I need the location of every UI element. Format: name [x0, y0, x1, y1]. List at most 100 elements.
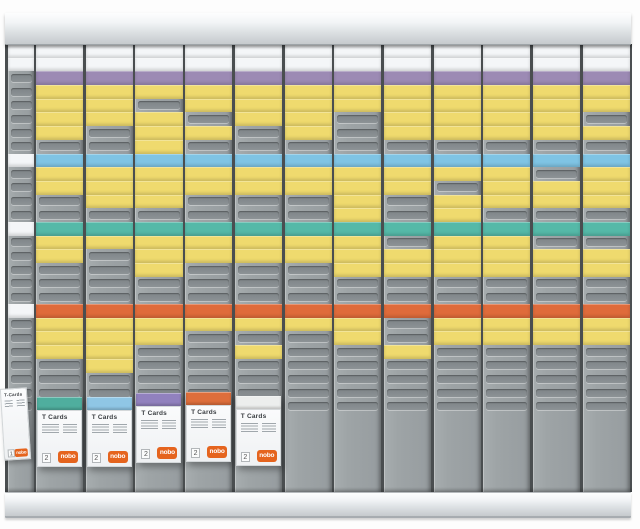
yellow-t-card[interactable]: [334, 249, 382, 263]
orange-t-card[interactable]: [135, 304, 183, 318]
yellow-t-card[interactable]: [85, 194, 133, 209]
orange-t-card[interactable]: [483, 304, 531, 318]
white-card[interactable]: [533, 57, 581, 72]
yellow-t-card[interactable]: [135, 235, 183, 250]
yellow-t-card[interactable]: [334, 331, 382, 346]
yellow-t-card[interactable]: [135, 249, 183, 263]
yellow-t-card[interactable]: [483, 263, 531, 277]
yellow-t-card[interactable]: [433, 331, 481, 346]
teal-t-card[interactable]: [433, 221, 481, 236]
yellow-t-card[interactable]: [582, 249, 630, 263]
yellow-t-card[interactable]: [483, 235, 531, 250]
yellow-t-card[interactable]: [36, 317, 84, 332]
t-card-pack-4[interactable]: T Cards 2 nobo: [186, 392, 232, 462]
white-card[interactable]: [8, 57, 34, 72]
orange-t-card[interactable]: [533, 304, 581, 318]
purple-t-card[interactable]: [185, 71, 233, 86]
yellow-t-card[interactable]: [85, 331, 133, 346]
white-card[interactable]: [36, 44, 84, 58]
white-card[interactable]: [334, 57, 382, 72]
yellow-t-card[interactable]: [234, 112, 282, 127]
yellow-t-card[interactable]: [36, 112, 84, 127]
white-card[interactable]: [483, 44, 531, 58]
yellow-t-card[interactable]: [383, 126, 432, 140]
yellow-t-card[interactable]: [284, 235, 332, 250]
cyan-t-card[interactable]: [433, 153, 481, 168]
yellow-t-card[interactable]: [383, 98, 432, 113]
yellow-t-card[interactable]: [85, 112, 133, 127]
yellow-t-card[interactable]: [135, 167, 183, 181]
yellow-t-card[interactable]: [483, 194, 531, 209]
teal-t-card[interactable]: [334, 221, 382, 236]
purple-t-card[interactable]: [433, 71, 481, 86]
yellow-t-card[interactable]: [533, 112, 581, 127]
purple-t-card[interactable]: [334, 71, 382, 86]
small-t-card-pack[interactable]: T-Cards 1 nobo: [0, 387, 32, 461]
yellow-t-card[interactable]: [234, 98, 282, 113]
yellow-t-card[interactable]: [483, 126, 531, 140]
yellow-t-card[interactable]: [135, 263, 183, 277]
yellow-t-card[interactable]: [85, 85, 133, 99]
white-card[interactable]: [8, 153, 34, 168]
cyan-t-card[interactable]: [483, 153, 531, 168]
orange-t-card[interactable]: [334, 304, 382, 318]
white-card[interactable]: [234, 44, 282, 58]
yellow-t-card[interactable]: [234, 167, 282, 181]
white-card[interactable]: [85, 44, 133, 58]
yellow-t-card[interactable]: [582, 194, 630, 209]
yellow-t-card[interactable]: [433, 85, 481, 99]
white-card[interactable]: [234, 57, 282, 72]
white-card[interactable]: [334, 44, 382, 58]
yellow-t-card[interactable]: [185, 167, 233, 181]
yellow-t-card[interactable]: [483, 112, 531, 127]
yellow-t-card[interactable]: [582, 85, 630, 99]
t-card-pack-1[interactable]: T Cards 2 nobo: [37, 397, 82, 467]
yellow-t-card[interactable]: [334, 167, 382, 181]
yellow-t-card[interactable]: [334, 317, 382, 332]
yellow-t-card[interactable]: [135, 180, 183, 195]
yellow-t-card[interactable]: [234, 85, 282, 99]
purple-t-card[interactable]: [383, 71, 432, 86]
yellow-t-card[interactable]: [36, 235, 84, 250]
yellow-t-card[interactable]: [383, 112, 432, 127]
yellow-t-card[interactable]: [185, 180, 233, 195]
white-card[interactable]: [533, 44, 581, 58]
yellow-t-card[interactable]: [433, 126, 481, 140]
yellow-t-card[interactable]: [433, 208, 481, 222]
orange-t-card[interactable]: [36, 304, 84, 318]
yellow-t-card[interactable]: [36, 331, 84, 346]
white-card[interactable]: [284, 44, 332, 58]
teal-t-card[interactable]: [135, 221, 183, 236]
yellow-t-card[interactable]: [533, 317, 581, 332]
yellow-t-card[interactable]: [284, 167, 332, 181]
yellow-t-card[interactable]: [582, 167, 630, 181]
orange-t-card[interactable]: [284, 304, 332, 318]
yellow-t-card[interactable]: [135, 139, 183, 154]
white-card[interactable]: [185, 57, 233, 72]
white-card[interactable]: [85, 57, 133, 72]
yellow-t-card[interactable]: [36, 167, 84, 181]
purple-t-card[interactable]: [582, 71, 630, 86]
yellow-t-card[interactable]: [135, 317, 183, 332]
teal-t-card[interactable]: [483, 221, 531, 236]
cyan-t-card[interactable]: [135, 153, 183, 168]
yellow-t-card[interactable]: [533, 194, 581, 209]
white-card[interactable]: [383, 57, 432, 72]
white-card[interactable]: [135, 57, 183, 72]
yellow-t-card[interactable]: [85, 167, 133, 181]
yellow-t-card[interactable]: [582, 263, 630, 277]
yellow-t-card[interactable]: [284, 98, 332, 113]
orange-t-card[interactable]: [234, 304, 282, 318]
yellow-t-card[interactable]: [284, 112, 332, 127]
yellow-t-card[interactable]: [36, 126, 84, 140]
purple-t-card[interactable]: [284, 71, 332, 86]
yellow-t-card[interactable]: [483, 331, 531, 346]
cyan-t-card[interactable]: [185, 153, 233, 168]
white-card[interactable]: [433, 57, 481, 72]
yellow-t-card[interactable]: [234, 180, 282, 195]
yellow-t-card[interactable]: [383, 85, 432, 99]
yellow-t-card[interactable]: [334, 85, 382, 99]
yellow-t-card[interactable]: [483, 85, 531, 99]
yellow-t-card[interactable]: [234, 249, 282, 263]
yellow-t-card[interactable]: [433, 112, 481, 127]
